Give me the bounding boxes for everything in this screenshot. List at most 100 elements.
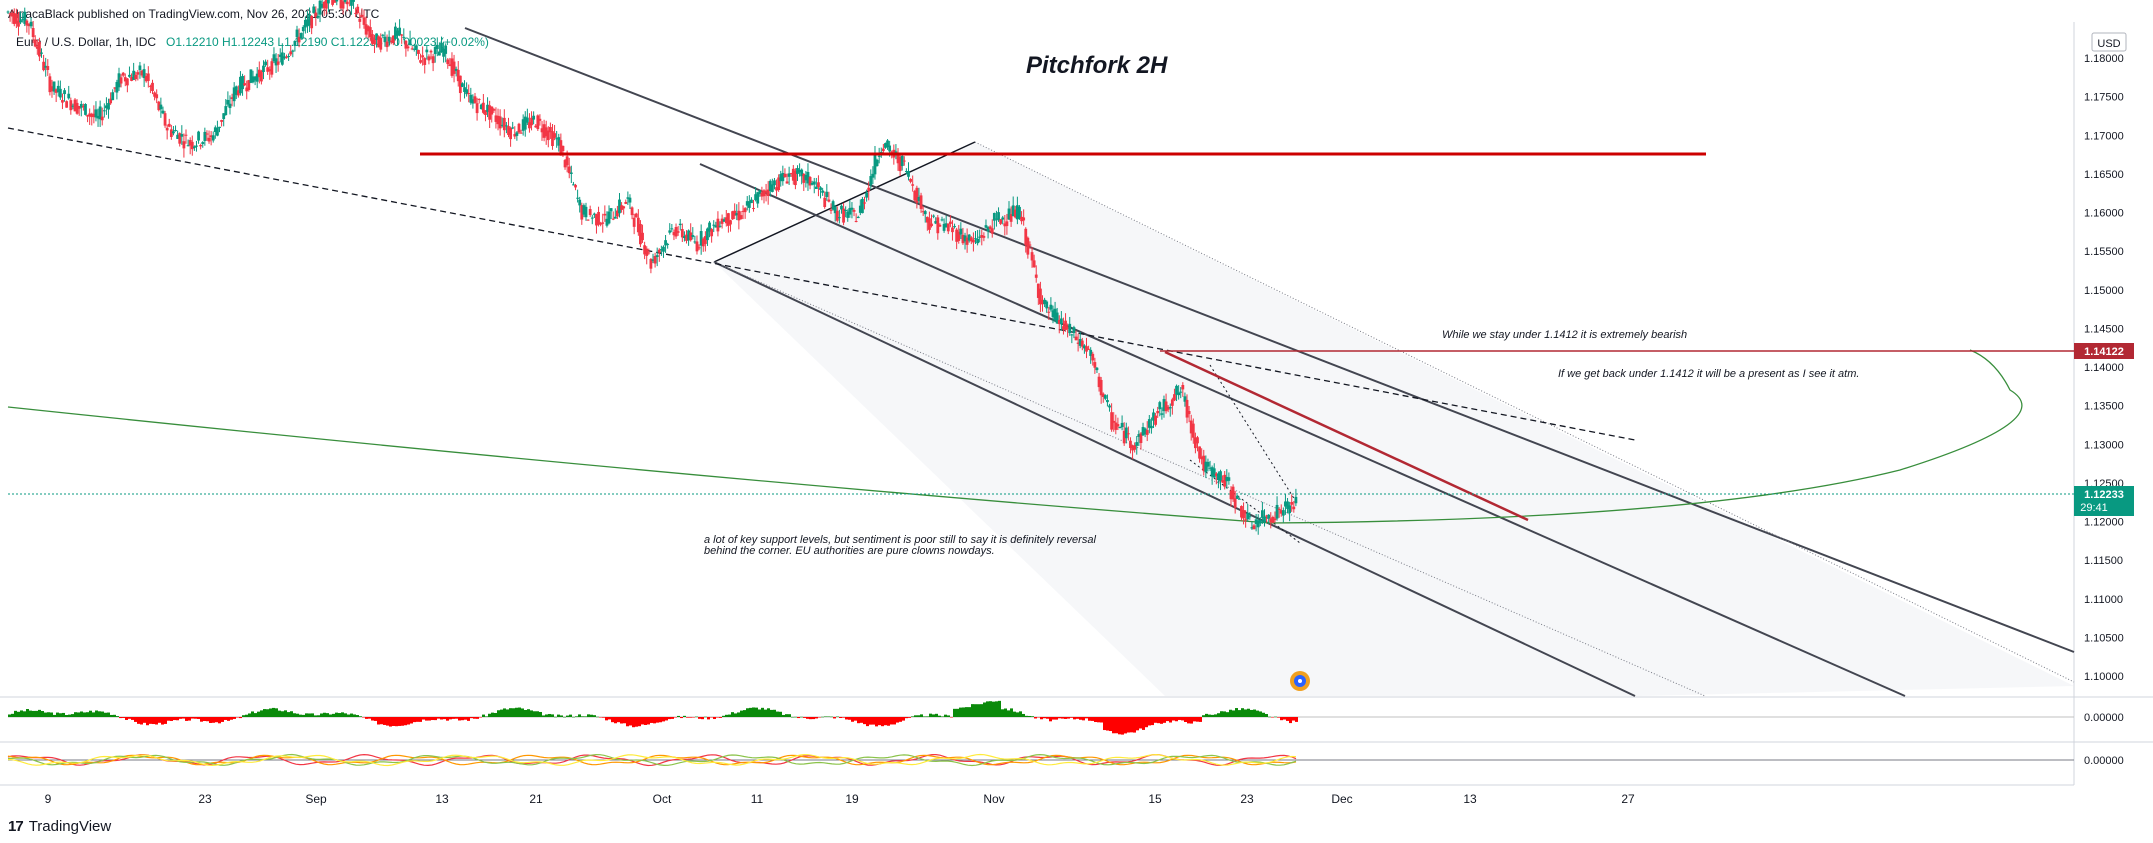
x-tick-label: Sep xyxy=(305,792,327,806)
candle-body xyxy=(308,14,311,26)
candle-body xyxy=(1024,228,1028,246)
osc1-bar xyxy=(1127,717,1130,733)
candle-body xyxy=(291,50,295,52)
candle-body xyxy=(532,115,536,120)
candle-body xyxy=(1039,288,1042,305)
osc1-bar xyxy=(890,717,893,725)
osc1-bar xyxy=(182,717,185,719)
level-countdown: 29:41 xyxy=(2080,502,2108,514)
candle-body xyxy=(691,235,695,237)
osc1-bar xyxy=(1004,708,1007,717)
osc1-bar xyxy=(152,717,155,725)
osc1-bar xyxy=(50,712,53,717)
candle-body xyxy=(1143,428,1147,435)
osc1-bar xyxy=(1007,710,1010,717)
candle-body xyxy=(842,208,845,223)
osc1-bar xyxy=(230,717,233,720)
candle-body xyxy=(693,241,697,243)
osc1-bar xyxy=(263,709,266,717)
x-tick-label: 21 xyxy=(529,792,543,806)
osc1-bar xyxy=(803,717,806,718)
candle-body xyxy=(1097,376,1101,388)
candle-body xyxy=(768,180,772,192)
candle-body xyxy=(1095,367,1099,371)
osc1-bar xyxy=(404,717,407,726)
candle-body xyxy=(1147,419,1151,428)
osc1-bar xyxy=(554,716,557,718)
candle-body xyxy=(651,259,655,261)
osc1-bar xyxy=(236,717,239,718)
osc1-bar xyxy=(446,717,449,721)
candle-body xyxy=(1036,283,1040,298)
candle-body xyxy=(611,218,615,220)
osc1-bar xyxy=(968,707,971,717)
candle-body xyxy=(236,90,240,96)
candle-body xyxy=(978,236,982,238)
osc1-bar xyxy=(224,717,227,720)
candle-body xyxy=(425,49,429,53)
candle-body xyxy=(794,170,797,186)
x-tick-label: Dec xyxy=(1331,792,1352,806)
osc1-bar xyxy=(839,717,842,719)
candle-body xyxy=(1212,468,1216,478)
osc1-bar xyxy=(188,717,191,721)
candle-body xyxy=(904,170,908,172)
event-icon[interactable] xyxy=(1290,671,1310,691)
candle-body xyxy=(1237,498,1241,500)
candle-body xyxy=(169,129,173,137)
candle-body xyxy=(507,126,510,135)
pitchfork-inner-dotted-2 xyxy=(713,261,1706,697)
osc1-bar xyxy=(1235,708,1238,717)
candle-body xyxy=(687,230,691,241)
candle-body xyxy=(276,61,280,65)
candle-body xyxy=(840,205,843,210)
osc1-bar xyxy=(1019,711,1022,717)
candle-body xyxy=(362,17,366,25)
tradingview-logo[interactable]: 17 TradingView xyxy=(8,818,111,835)
candle-body xyxy=(1011,205,1015,217)
osc1-bar xyxy=(773,709,776,717)
candle-body xyxy=(787,173,791,177)
candle-body xyxy=(40,52,43,54)
candle-body xyxy=(1045,301,1049,309)
candle-body xyxy=(153,92,156,97)
candle-body xyxy=(567,166,571,174)
osc1-bar xyxy=(950,717,953,718)
candle-body xyxy=(821,190,825,193)
candle-body xyxy=(473,96,477,103)
candle-body xyxy=(14,13,18,24)
candle-body xyxy=(251,76,255,83)
candle-body xyxy=(230,97,234,99)
candle-body xyxy=(1260,510,1264,518)
symbol-title[interactable]: Euro / U.S. Dollar, 1h, IDC xyxy=(16,35,156,49)
osc1-bar xyxy=(1115,717,1118,734)
osc1-bar xyxy=(1244,709,1247,717)
candle-body xyxy=(653,256,657,264)
candle-body xyxy=(502,117,506,131)
candle-body xyxy=(1181,384,1185,390)
osc1-bar xyxy=(824,716,827,717)
osc1-bar xyxy=(641,717,644,725)
osc1-bar xyxy=(818,717,821,718)
candle-body xyxy=(976,238,979,244)
candle-body xyxy=(318,0,322,15)
candle-body xyxy=(440,42,443,53)
osc1-bar xyxy=(284,710,287,717)
osc1-bar xyxy=(1220,711,1223,717)
osc1-bar xyxy=(14,710,17,717)
candle-body xyxy=(959,228,963,235)
osc1-bar xyxy=(1280,717,1283,721)
osc1-bar xyxy=(122,717,125,718)
candle-body xyxy=(708,222,711,232)
candle-body xyxy=(601,222,605,224)
candle-body xyxy=(1015,205,1019,220)
currency-badge-box[interactable] xyxy=(2091,32,2127,52)
candle-body xyxy=(245,87,249,92)
osc1-bar xyxy=(794,716,797,718)
candle-body xyxy=(1003,223,1007,227)
osc1-bar xyxy=(1145,717,1148,728)
candle-body xyxy=(1009,214,1013,222)
candle-body xyxy=(1286,501,1289,509)
candle-body xyxy=(783,173,787,178)
